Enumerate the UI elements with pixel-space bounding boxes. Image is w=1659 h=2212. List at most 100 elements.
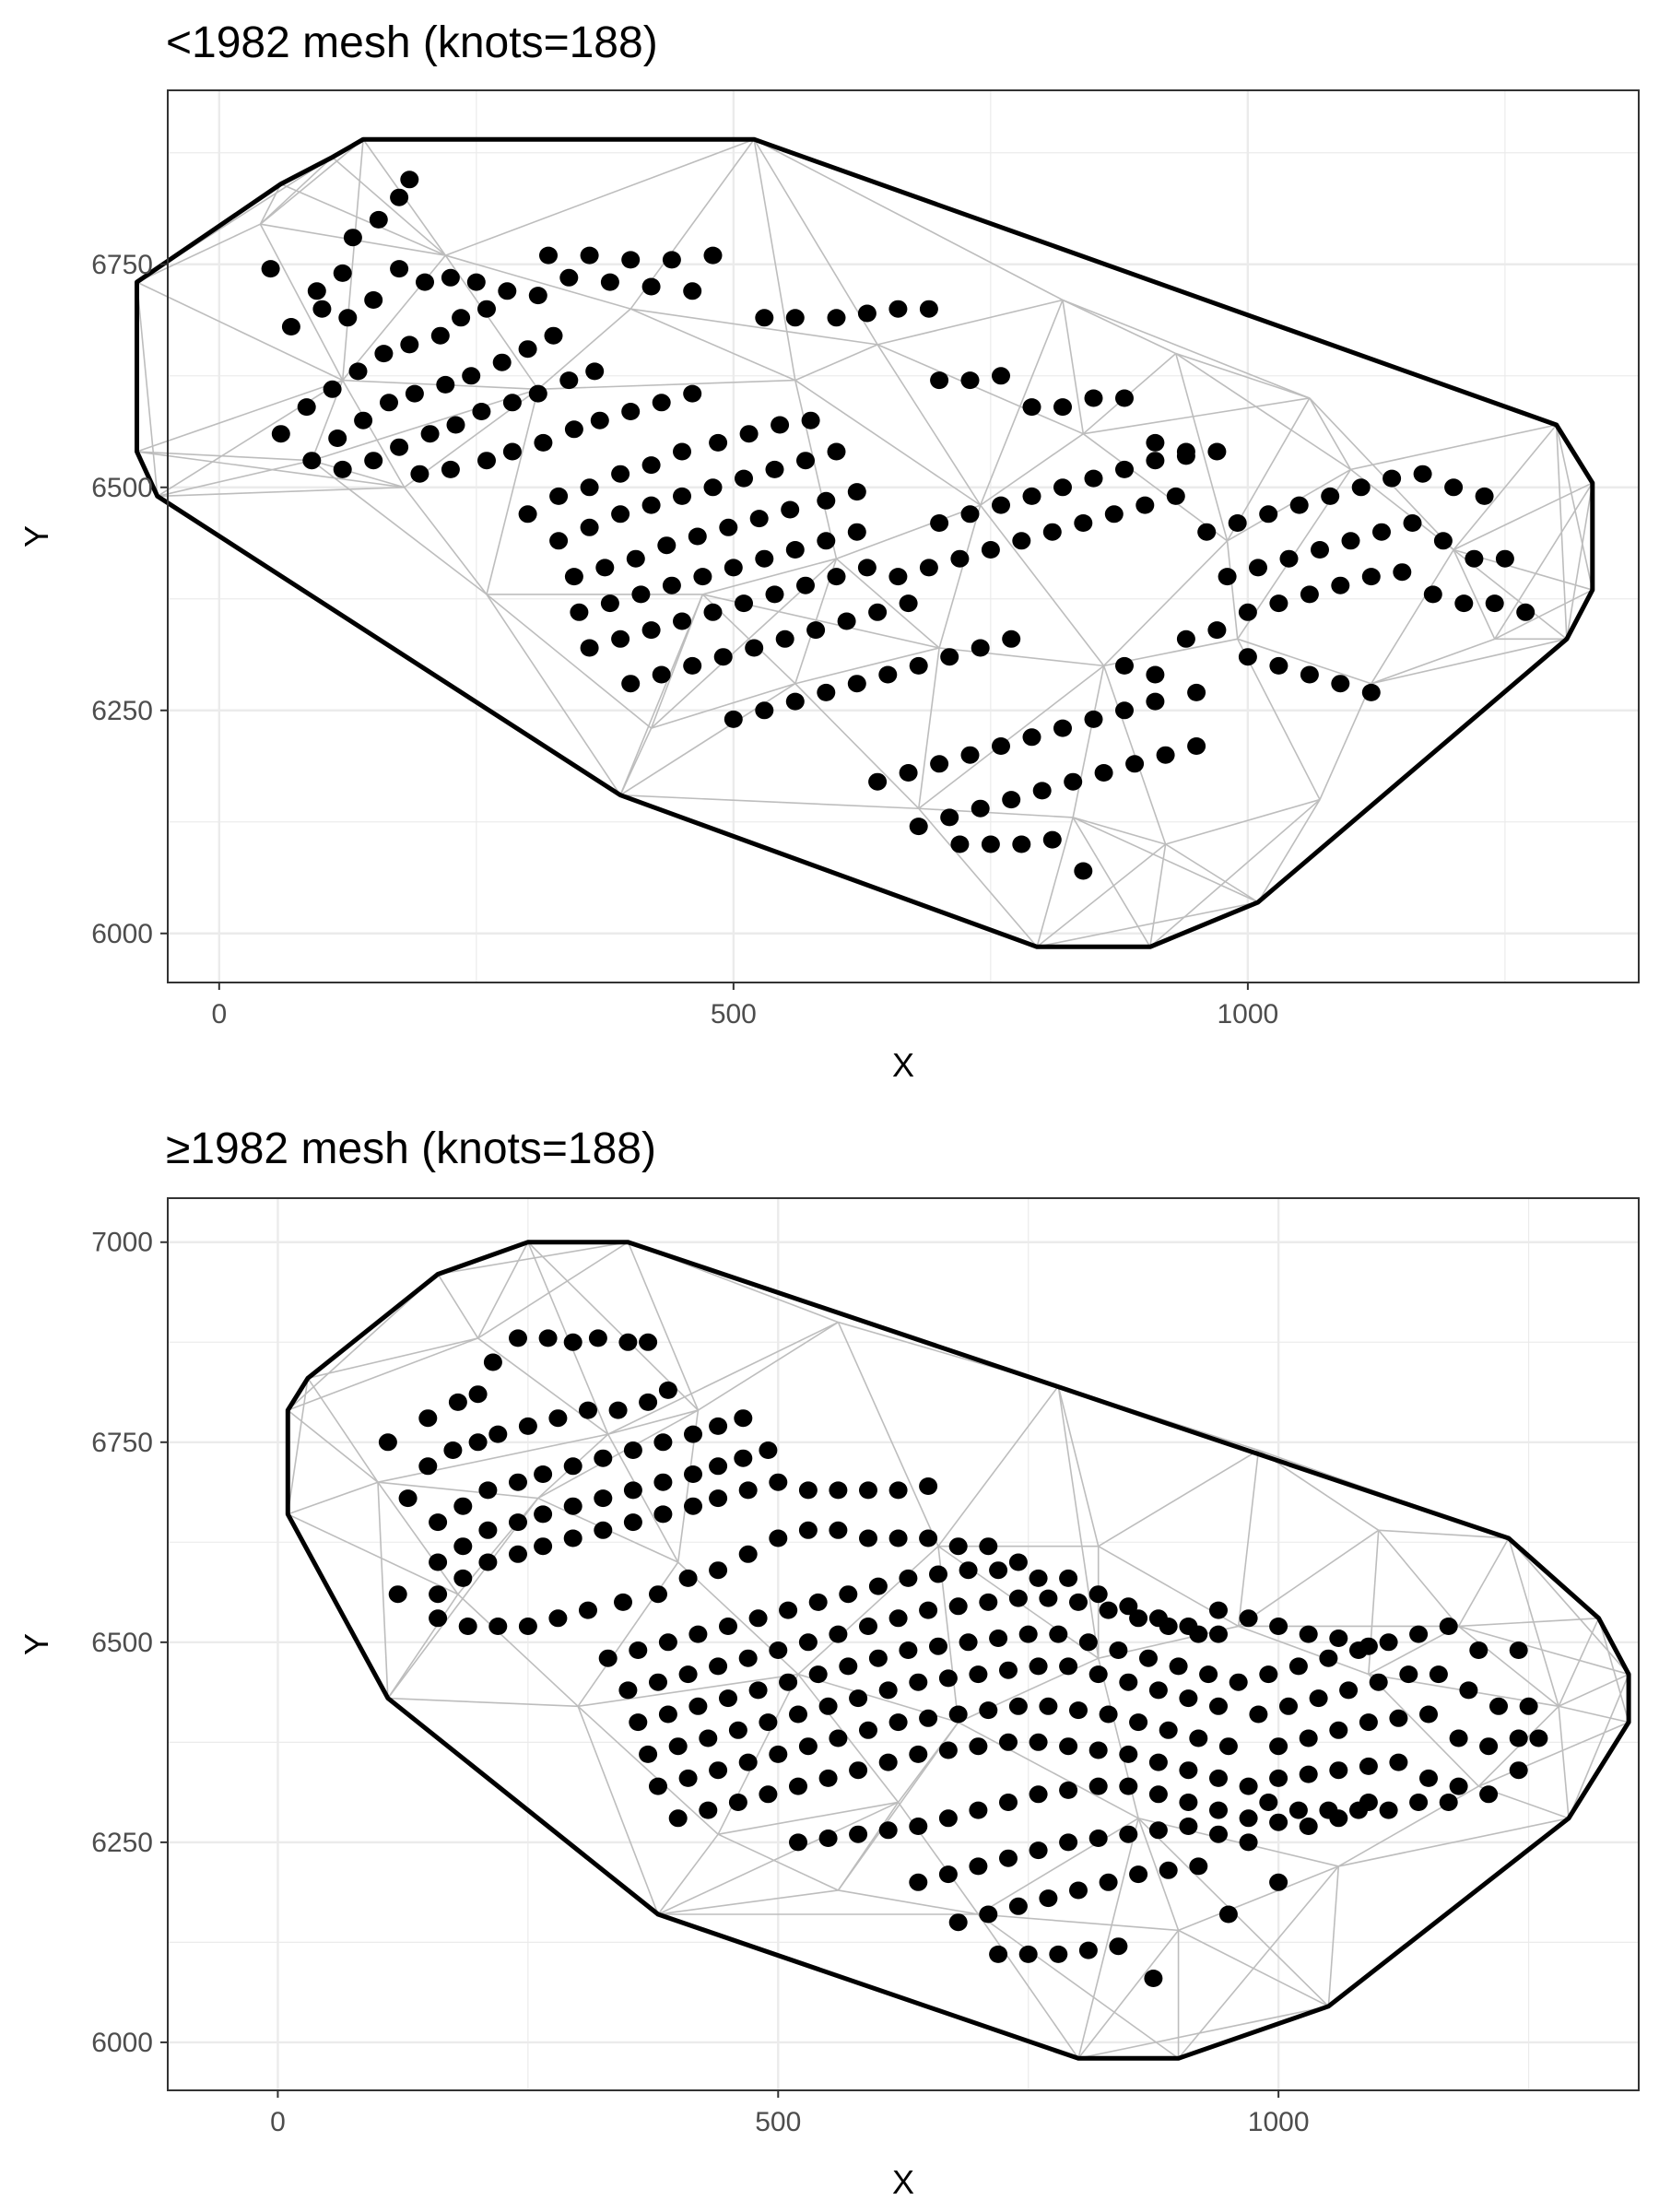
data-point: [398, 1489, 418, 1508]
data-point: [1279, 1697, 1298, 1715]
data-point: [1144, 1970, 1163, 1987]
mesh-edge: [387, 1697, 579, 1708]
mesh-edge: [1072, 817, 1151, 947]
mesh-edge: [877, 344, 982, 506]
mesh-edge: [978, 1913, 1179, 1932]
mesh-edge: [136, 281, 344, 382]
mesh-edge: [918, 807, 1038, 947]
data-point: [829, 1521, 848, 1539]
data-point: [808, 1593, 828, 1611]
data-point: [759, 1785, 778, 1804]
panel-2: ≥1982 mesh (knots=188) 0 500 1000 6000 6250…: [18, 1124, 1640, 2201]
mesh-edge: [136, 451, 405, 488]
data-point: [1485, 594, 1504, 613]
data-point: [785, 309, 805, 327]
data-point: [595, 559, 615, 577]
data-point: [999, 1733, 1018, 1751]
data-point: [688, 527, 707, 546]
data-point: [534, 1505, 553, 1524]
data-point: [960, 746, 980, 764]
mesh-edge: [444, 254, 539, 390]
data-point: [789, 1777, 807, 1795]
data-point: [979, 1593, 998, 1611]
mesh-edge: [1062, 299, 1177, 355]
data-point: [453, 1569, 473, 1587]
data-point: [759, 1713, 778, 1732]
data-point: [1049, 1945, 1068, 1963]
data-point: [971, 639, 990, 657]
data-point: [297, 398, 316, 417]
data-point: [992, 737, 1010, 755]
data-point: [1449, 1777, 1468, 1795]
data-point: [333, 264, 352, 282]
data-point: [614, 1593, 632, 1611]
data-point: [477, 452, 496, 470]
data-point: [1179, 1818, 1198, 1835]
data-point: [755, 701, 774, 720]
data-point: [621, 403, 641, 420]
mesh-edge: [1453, 424, 1558, 551]
x-tick-label: 1000: [1218, 999, 1279, 1030]
mesh-edge: [312, 459, 405, 488]
data-point: [657, 536, 677, 555]
data-point: [1228, 514, 1247, 532]
mesh-edge: [341, 139, 364, 381]
data-point: [785, 692, 805, 711]
data-point: [1529, 1729, 1548, 1747]
data-point: [626, 549, 645, 568]
data-point: [400, 335, 419, 354]
data-point: [1088, 1585, 1108, 1604]
data-point: [509, 1473, 527, 1491]
mesh-edge: [1102, 665, 1167, 845]
mesh-edge: [698, 1321, 839, 1411]
mesh-edge: [1558, 1673, 1630, 1708]
data-point: [441, 268, 460, 287]
data-point: [1349, 1801, 1368, 1819]
data-point: [1008, 1589, 1028, 1607]
data-point: [1489, 1697, 1508, 1715]
mesh-edge: [1309, 397, 1454, 551]
data-point: [1509, 1761, 1528, 1780]
data-point: [623, 1481, 642, 1500]
mesh-edge: [1036, 817, 1074, 947]
data-point: [1359, 1757, 1378, 1775]
data-point: [827, 442, 846, 461]
data-point: [528, 384, 547, 403]
data-point: [1331, 675, 1350, 693]
data-point: [307, 282, 326, 300]
mesh-edge: [877, 299, 1064, 346]
data-point: [1115, 460, 1134, 478]
data-point: [919, 1529, 938, 1547]
data-point: [801, 411, 820, 429]
data-point: [734, 1449, 753, 1467]
y-tick-label: 6750: [91, 1428, 153, 1458]
data-point: [1309, 1689, 1328, 1708]
data-point: [534, 1465, 553, 1483]
mesh-edge: [1458, 1625, 1559, 1707]
data-point: [1321, 487, 1340, 505]
data-point: [769, 1745, 788, 1763]
data-point: [509, 1329, 527, 1347]
y-tick-label: 6000: [91, 919, 153, 949]
data-point: [1115, 389, 1134, 407]
data-point: [1403, 514, 1422, 532]
data-point: [950, 835, 970, 853]
data-point: [683, 656, 702, 675]
data-point: [1099, 1601, 1118, 1619]
y-tick-label: 6500: [91, 1628, 153, 1658]
data-point: [849, 1761, 868, 1780]
data-point: [429, 1609, 448, 1628]
data-point: [400, 171, 419, 189]
data-point: [509, 1513, 527, 1532]
data-point: [981, 835, 1000, 853]
data-point: [765, 460, 784, 478]
data-point: [1146, 433, 1165, 452]
data-point: [429, 1585, 448, 1604]
data-point: [769, 1473, 788, 1491]
data-point: [1109, 1937, 1128, 1956]
data-point: [641, 496, 661, 514]
y-tick-label: 6500: [91, 473, 153, 503]
data-point: [468, 1385, 488, 1404]
data-point: [1053, 398, 1072, 417]
data-point: [919, 300, 938, 318]
